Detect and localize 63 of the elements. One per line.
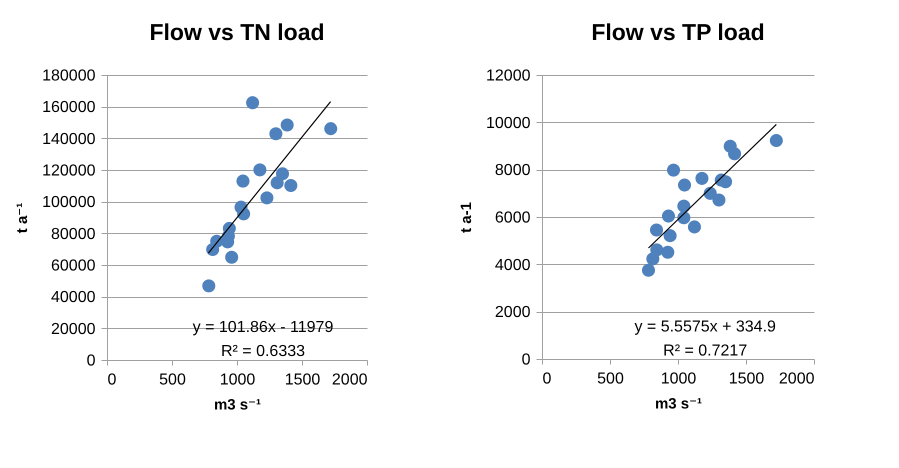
y-tick-label: 40000: [51, 289, 96, 306]
x-tick-label: 1500: [728, 370, 764, 388]
y-tick-label: 20000: [51, 320, 96, 338]
y-tick-label: 140000: [42, 130, 96, 148]
point: [642, 264, 656, 277]
annotation: y = 101.86x - 11979: [192, 319, 334, 336]
annotation: R² = 0.6333: [220, 343, 306, 360]
point: [712, 193, 726, 206]
chart-title: Flow vs TN load: [149, 19, 325, 45]
x-tick-label: 500: [597, 370, 624, 388]
y-axis-title: t a-1: [458, 202, 476, 233]
y-axis-title: t a⁻¹: [14, 202, 32, 234]
point: [688, 220, 701, 234]
point: [225, 250, 238, 264]
y-tick-label: 160000: [42, 99, 96, 116]
point: [666, 164, 680, 177]
point: [661, 246, 674, 259]
y-tick-label: 180000: [42, 68, 96, 84]
x-axis-title: m3 s⁻¹: [654, 396, 702, 412]
point: [695, 172, 708, 185]
annotation: R² = 0.7217: [663, 342, 748, 360]
point: [236, 174, 250, 188]
y-tick-label: 2000: [494, 304, 531, 322]
point: [269, 127, 282, 140]
y-tick-label: 0: [86, 352, 96, 370]
x-tick-label: 1000: [220, 372, 256, 388]
y-tick-label: 8000: [494, 162, 531, 180]
point: [253, 163, 266, 176]
x-tick-label: 1000: [660, 370, 696, 388]
x-tick-label: 1500: [284, 372, 320, 388]
point: [770, 134, 783, 148]
point: [284, 179, 298, 192]
point: [324, 122, 338, 136]
point: [650, 224, 664, 237]
point: [280, 118, 294, 132]
x-tick-label: 0: [108, 372, 116, 388]
x-tick-label: 2000: [778, 370, 815, 388]
y-tick-label: 4000: [494, 256, 531, 274]
point: [677, 200, 690, 213]
x-tick-label: 2000: [332, 372, 368, 388]
annotation: y = 5.5575x + 334.9: [634, 318, 776, 336]
y-tick-label: 60000: [51, 258, 96, 274]
point: [662, 210, 675, 223]
point: [664, 229, 677, 242]
point: [270, 176, 284, 190]
y-tick-label: 6000: [494, 210, 531, 226]
y-tick-label: 80000: [51, 226, 96, 243]
x-tick-label: 0: [542, 370, 552, 388]
y-tick-label: 120000: [42, 162, 96, 180]
y-tick-label: 0: [522, 352, 531, 368]
point: [678, 178, 692, 192]
x-axis-title: m3 s⁻¹: [214, 396, 262, 414]
point: [246, 96, 260, 110]
y-tick-label: 10000: [486, 114, 531, 132]
point: [719, 175, 732, 188]
y-tick-label: 12000: [486, 68, 531, 84]
point: [650, 243, 664, 256]
point: [728, 147, 742, 160]
point: [202, 279, 216, 292]
point: [260, 191, 274, 204]
y-tick-label: 100000: [42, 194, 96, 212]
chart-title: Flow vs TP load: [591, 19, 765, 45]
x-tick-label: 500: [159, 372, 186, 388]
